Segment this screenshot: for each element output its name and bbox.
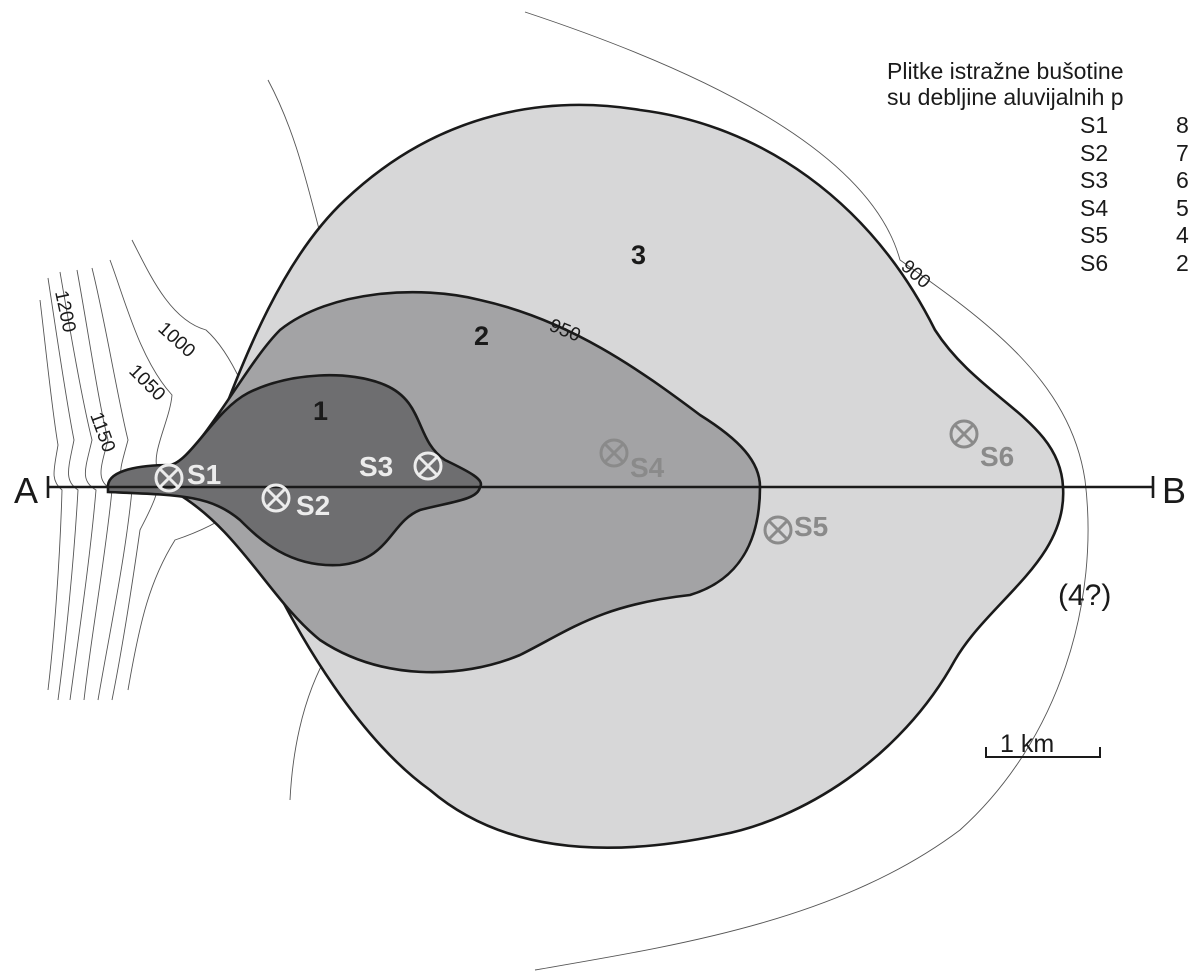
- contour-label-1050: 1050: [124, 361, 169, 406]
- well-s6-icon: [949, 419, 979, 449]
- zone-label-3: 3: [631, 240, 646, 270]
- wells-table-row: S3 6: [1080, 167, 1189, 195]
- well-s1: S1: [154, 459, 221, 493]
- scale-bar-label: 1 km: [1000, 730, 1054, 758]
- zone-1-area: [106, 373, 483, 567]
- wells-table-value: 4: [1176, 222, 1189, 248]
- wells-table-id: S1: [1080, 112, 1109, 138]
- well-s3-label: S3: [359, 451, 393, 482]
- caption-line-2: su debljine aluvijalnih p: [887, 84, 1124, 110]
- profile-label-b: B: [1162, 470, 1186, 511]
- contour-label-1000: 1000: [154, 318, 199, 362]
- scale-bar: 1 km: [985, 730, 1101, 758]
- contour-1150: [76, 269, 113, 701]
- contour-label-1200: 1200: [50, 289, 79, 335]
- contour-1250: [47, 277, 79, 701]
- wells-table-id: S4: [1080, 194, 1109, 221]
- well-s1-icon: [154, 463, 184, 493]
- well-s2-icon: [261, 483, 291, 513]
- wells-table-id: S2: [1080, 139, 1109, 166]
- well-s5: S5: [763, 511, 828, 545]
- wells-table-row: S1 8: [1080, 112, 1189, 140]
- well-s4-icon: [599, 438, 629, 468]
- wells-table-value: 7: [1176, 139, 1189, 166]
- zone-label-2: 2: [474, 321, 489, 351]
- well-s5-label: S5: [794, 511, 828, 542]
- zone-label-1: 1: [313, 396, 328, 426]
- wells-table-value: 8: [1176, 112, 1189, 138]
- well-s2-label: S2: [296, 490, 330, 521]
- profile-label-a: A: [14, 470, 38, 511]
- wells-table-row: S5 4: [1080, 222, 1189, 250]
- scale-bar-line: [985, 747, 1101, 758]
- well-s6-label: S6: [980, 441, 1014, 472]
- wells-table-row: S2 7: [1080, 140, 1189, 168]
- wells-table-id: S6: [1080, 249, 1109, 276]
- wells-table-value: 6: [1176, 167, 1189, 193]
- map-caption: Plitke istražne bušotine su debljine alu…: [887, 58, 1124, 110]
- well-s5-icon: [763, 515, 793, 545]
- zone-label-4: (4?): [1058, 579, 1111, 612]
- caption-line-1: Plitke istražne bušotine: [887, 58, 1124, 84]
- well-s2: S2: [261, 483, 330, 521]
- wells-table: S1 8 S2 7 S3 6 S4 5 S5 4 S6 2: [1080, 112, 1189, 277]
- contour-900: [524, 11, 1089, 971]
- wells-table-value: 5: [1176, 194, 1189, 221]
- wells-table-row: S6 2: [1080, 250, 1189, 278]
- well-s4-label: S4: [630, 452, 665, 483]
- wells-table-value: 2: [1176, 249, 1189, 276]
- contour-1200: [59, 271, 97, 701]
- well-s4: S4: [599, 438, 665, 483]
- well-s3: S3: [359, 451, 443, 482]
- profile-line: [46, 476, 1155, 498]
- wells-table-id: S5: [1080, 222, 1109, 248]
- well-s3-icon: [413, 451, 443, 481]
- contour-labels: 900 950 1000 1050 1150 1200: [50, 256, 934, 455]
- contour-1300: [39, 299, 63, 691]
- wells-table-id: S3: [1080, 167, 1109, 193]
- well-s1-label: S1: [187, 459, 221, 490]
- wells-table-row: S4 5: [1080, 195, 1189, 223]
- well-s6: S6: [949, 419, 1014, 472]
